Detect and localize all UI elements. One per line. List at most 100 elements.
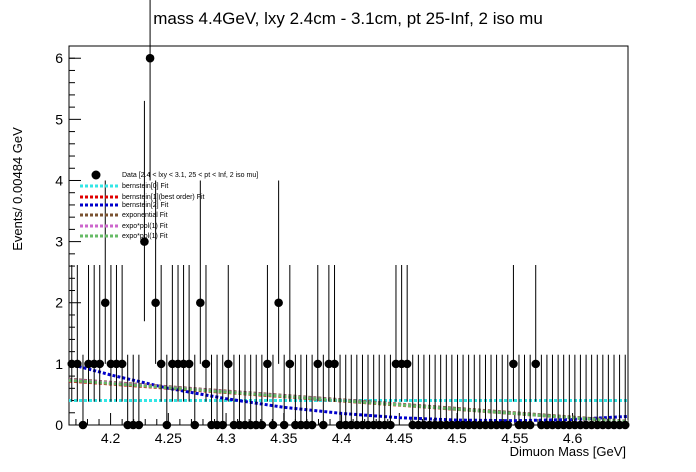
data-point bbox=[302, 354, 311, 430]
x-tick-label: 4.55 bbox=[501, 430, 528, 446]
data-point bbox=[386, 354, 395, 430]
data-point bbox=[274, 180, 283, 364]
data-point bbox=[106, 264, 116, 402]
data-point bbox=[352, 354, 362, 430]
data-point bbox=[263, 264, 272, 402]
legend-label-expo-pol1-b: expo*pol(1) Fit bbox=[122, 233, 168, 240]
data-point bbox=[453, 354, 462, 430]
data-point bbox=[464, 354, 473, 430]
data-point bbox=[509, 264, 518, 402]
data-point bbox=[559, 354, 568, 430]
y-tick-label: 4 bbox=[55, 172, 63, 188]
data-point bbox=[447, 354, 457, 430]
data-point bbox=[251, 354, 261, 430]
data-point bbox=[542, 354, 552, 430]
data-point bbox=[257, 354, 267, 430]
data-point bbox=[397, 264, 406, 402]
data-point bbox=[520, 354, 529, 430]
data-point bbox=[492, 354, 501, 430]
x-tick-label: 4.6 bbox=[563, 430, 583, 446]
legend-label-bernstein2: bernstein[2] Fit bbox=[122, 202, 168, 209]
data-point bbox=[319, 354, 328, 430]
data-point bbox=[553, 354, 563, 430]
data-point bbox=[162, 354, 172, 430]
data-point bbox=[190, 354, 200, 430]
legend-label-expo-pol1-a: expo*pol(1) Fit bbox=[122, 223, 168, 230]
data-point bbox=[184, 264, 194, 402]
data-point bbox=[330, 264, 339, 402]
data-point bbox=[179, 264, 188, 402]
fit-curves bbox=[68, 362, 629, 424]
y-tick-label: 2 bbox=[55, 295, 63, 311]
data-point bbox=[497, 354, 507, 430]
data-point bbox=[285, 264, 295, 402]
data-point bbox=[168, 264, 177, 402]
data-point bbox=[458, 354, 468, 430]
data-point bbox=[73, 264, 82, 402]
x-tick-label: 4.3 bbox=[216, 430, 236, 446]
y-tick-label: 0 bbox=[55, 417, 63, 433]
data-point bbox=[391, 264, 401, 402]
legend-label-exponential: exponential Fit bbox=[122, 212, 168, 219]
data-point bbox=[469, 354, 479, 430]
data-point bbox=[380, 354, 390, 430]
data-point bbox=[481, 354, 490, 430]
legend-data-marker bbox=[91, 170, 101, 180]
data-point bbox=[151, 180, 160, 364]
data-point bbox=[156, 264, 166, 402]
chart-title: mass 4.4GeV, lxy 2.4cm - 3.1cm, pt 25-In… bbox=[153, 9, 543, 28]
data-point bbox=[173, 264, 183, 402]
data-point bbox=[486, 354, 496, 430]
data-point bbox=[307, 354, 317, 430]
data-point bbox=[525, 354, 535, 430]
data-point bbox=[324, 264, 334, 402]
x-tick-label: 4.5 bbox=[447, 430, 467, 446]
data-point bbox=[128, 354, 138, 430]
data-point bbox=[145, 0, 155, 181]
data-point bbox=[117, 264, 127, 402]
y-tick-label: 6 bbox=[55, 50, 63, 66]
data-point bbox=[279, 354, 289, 430]
data-point bbox=[95, 264, 105, 402]
data-point bbox=[442, 354, 451, 430]
data-point bbox=[620, 354, 630, 430]
axis-ticks: 0 1 2 3 4 5 6 4.2 4.25 4.3 4.35 4.4 4.45 4.5 4.55 4.6 bbox=[55, 50, 620, 446]
data-point bbox=[100, 180, 110, 364]
data-point bbox=[223, 264, 233, 402]
fit-curve-5 bbox=[68, 378, 629, 424]
legend-label-bernstein0: bernstein[0] Fit bbox=[122, 183, 168, 190]
data-point bbox=[475, 354, 485, 430]
x-tick-label: 4.45 bbox=[386, 430, 413, 446]
data-point bbox=[346, 354, 356, 430]
data-point bbox=[358, 354, 367, 430]
y-axis-label: Events/ 0.00484 GeV bbox=[10, 127, 25, 251]
data-point bbox=[218, 354, 228, 430]
data-point bbox=[313, 264, 323, 402]
x-tick-label: 4.2 bbox=[101, 430, 121, 446]
y-tick-label: 1 bbox=[55, 356, 63, 372]
data-point bbox=[134, 354, 144, 430]
data-point bbox=[78, 354, 88, 430]
legend-data-label: Data [2.4 < lxy < 3.1, 25 < pt < Inf, 2 … bbox=[122, 172, 258, 179]
data-point bbox=[240, 354, 250, 430]
data-point bbox=[268, 354, 278, 430]
data-points bbox=[67, 0, 630, 430]
x-axis-label: Dimuon Mass [GeV] bbox=[510, 444, 626, 459]
legend: Data [2.4 < lxy < 3.1, 25 < pt < Inf, 2 … bbox=[80, 170, 258, 240]
data-point bbox=[369, 354, 378, 430]
data-point bbox=[374, 354, 384, 430]
data-point bbox=[430, 354, 440, 430]
data-point bbox=[503, 354, 513, 430]
fit-curve-2 bbox=[68, 362, 629, 423]
data-point bbox=[402, 264, 412, 402]
data-point bbox=[296, 354, 306, 430]
data-point bbox=[196, 180, 205, 364]
data-point bbox=[112, 264, 121, 402]
x-tick-label: 4.25 bbox=[155, 430, 182, 446]
data-point bbox=[341, 354, 351, 430]
data-point bbox=[363, 354, 373, 430]
data-point bbox=[436, 354, 445, 430]
data-point bbox=[548, 354, 557, 430]
y-tick-label: 3 bbox=[55, 234, 63, 250]
